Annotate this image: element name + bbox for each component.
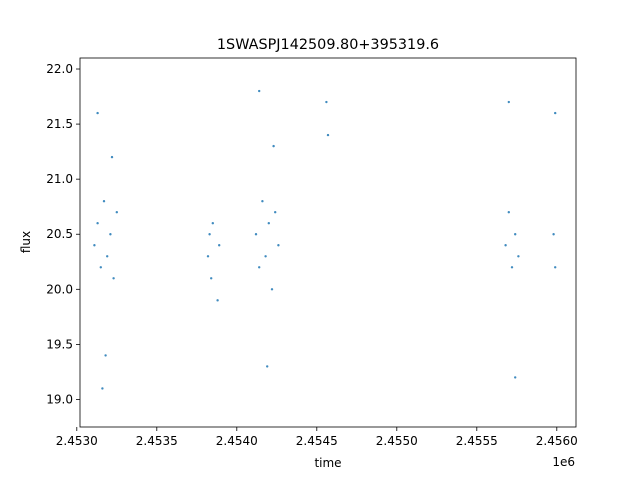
data-point <box>210 277 213 280</box>
x-tick-label: 2.4540 <box>216 434 258 448</box>
y-tick-label: 19.5 <box>46 337 73 351</box>
x-tick-label: 2.4560 <box>536 434 578 448</box>
data-point <box>270 288 274 291</box>
data-point <box>510 266 514 269</box>
data-point <box>514 376 517 379</box>
data-point <box>514 233 517 236</box>
data-point <box>99 266 103 269</box>
data-point <box>266 365 269 368</box>
data-point <box>504 244 507 247</box>
data-point <box>507 100 510 104</box>
data-point <box>206 255 210 258</box>
x-tick-label: 2.4550 <box>376 434 418 448</box>
x-axis: 2.4530 2.4535 2.4540 2.4545 2.4550 2.4555 2.45… <box>56 427 578 448</box>
x-axis-offset-label: 1e6 <box>552 455 575 469</box>
y-tick-label: 22.0 <box>46 62 73 76</box>
data-point <box>517 255 520 258</box>
y-tick-label: 19.0 <box>46 392 73 406</box>
x-tick-label: 2.4545 <box>296 434 338 448</box>
y-axis-label: flux <box>19 231 33 253</box>
y-axis: 19.0 19.5 20.0 20.5 21.0 21.5 22.0 <box>46 62 80 406</box>
data-points <box>93 89 557 390</box>
data-point <box>258 266 261 269</box>
data-point <box>96 222 99 225</box>
data-point <box>102 199 106 203</box>
data-point <box>552 233 555 236</box>
data-point <box>218 244 221 247</box>
y-tick-label: 20.0 <box>46 282 73 296</box>
data-point <box>216 299 219 302</box>
data-point <box>106 255 109 258</box>
data-point <box>93 244 96 247</box>
chart-title: 1SWASPJ142509.80+395319.6 <box>217 37 439 53</box>
data-point <box>104 354 107 357</box>
data-point <box>101 387 104 390</box>
data-point <box>554 266 557 269</box>
plot-frame <box>79 57 577 428</box>
data-point <box>554 111 557 115</box>
data-point <box>109 233 112 236</box>
x-tick-label: 2.4530 <box>56 434 98 448</box>
y-tick-label: 21.0 <box>46 172 73 186</box>
data-point <box>274 211 277 214</box>
data-point <box>325 100 328 104</box>
data-point <box>507 211 510 214</box>
data-point <box>96 111 99 115</box>
y-tick-label: 20.5 <box>46 227 73 241</box>
data-point <box>110 155 114 159</box>
x-tick-label: 2.4535 <box>136 434 178 448</box>
data-point <box>115 211 119 214</box>
data-point <box>211 222 214 225</box>
data-point <box>261 199 264 203</box>
data-point <box>254 233 258 236</box>
x-axis-label: time <box>314 456 341 470</box>
data-point <box>208 233 211 236</box>
data-point <box>264 255 267 258</box>
x-tick-label: 2.4555 <box>456 434 498 448</box>
data-point <box>272 144 275 148</box>
data-point <box>267 222 270 225</box>
y-tick-label: 21.5 <box>46 117 73 131</box>
data-point <box>112 277 115 280</box>
data-point <box>277 244 280 247</box>
data-point <box>326 133 330 137</box>
data-point <box>258 89 261 93</box>
